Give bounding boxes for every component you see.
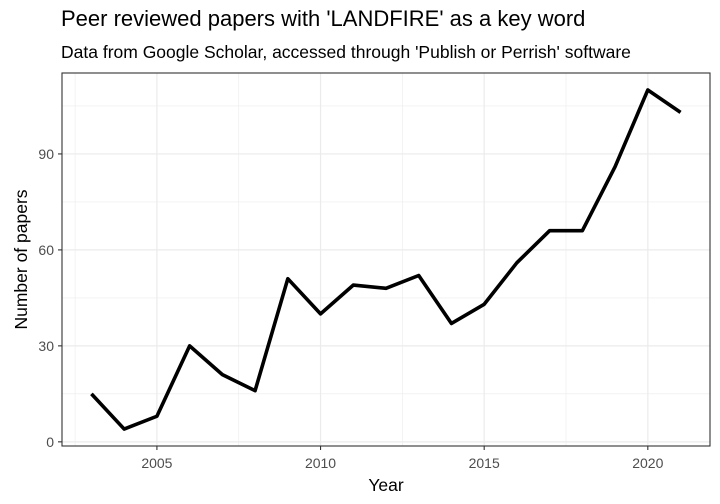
y-tick-label: 0	[46, 434, 54, 450]
x-tick-label: 2005	[141, 455, 172, 471]
y-tick-label: 90	[38, 146, 54, 162]
panel-border	[61, 72, 711, 447]
y-axis-label: Number of papers	[11, 189, 31, 329]
x-tick-label: 2015	[469, 455, 500, 471]
x-tick-label: 2010	[305, 455, 336, 471]
chart-subtitle: Data from Google Scholar, accessed throu…	[61, 42, 631, 62]
chart-title: Peer reviewed papers with 'LANDFIRE' as …	[61, 6, 586, 31]
y-tick-label: 60	[38, 242, 54, 258]
x-axis-label: Year	[368, 475, 404, 495]
series-line	[90, 88, 682, 431]
x-tick-label: 2020	[632, 455, 663, 471]
y-tick-label: 30	[38, 338, 54, 354]
